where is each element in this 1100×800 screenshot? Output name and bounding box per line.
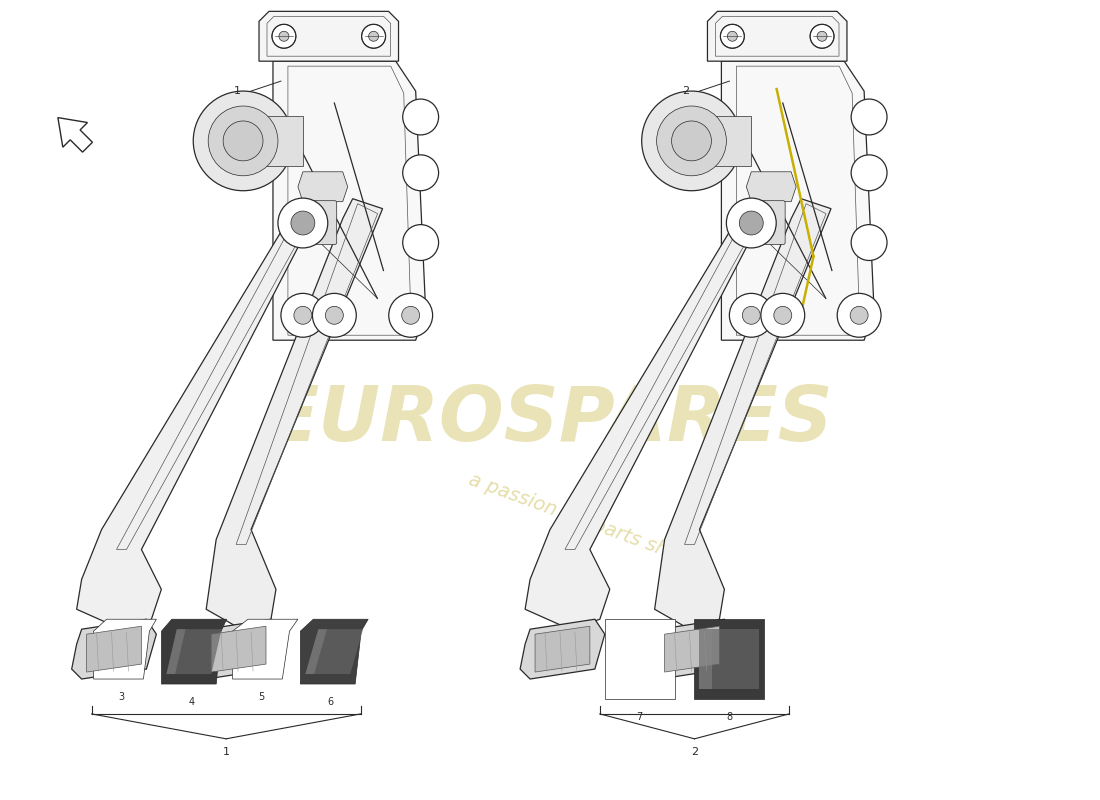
Circle shape [290, 211, 315, 235]
Polygon shape [306, 630, 327, 674]
Circle shape [362, 24, 386, 48]
Polygon shape [700, 630, 712, 689]
Circle shape [368, 31, 378, 42]
Circle shape [208, 106, 278, 176]
Circle shape [850, 306, 868, 324]
Text: 1: 1 [222, 746, 230, 757]
Text: 4: 4 [188, 697, 195, 707]
Circle shape [388, 294, 432, 338]
Polygon shape [694, 619, 764, 699]
Text: 5: 5 [257, 692, 264, 702]
Polygon shape [87, 626, 142, 672]
Polygon shape [746, 172, 796, 202]
Circle shape [403, 99, 439, 135]
Text: 7: 7 [637, 712, 642, 722]
Polygon shape [692, 116, 751, 166]
Circle shape [739, 211, 763, 235]
Circle shape [810, 24, 834, 48]
FancyBboxPatch shape [756, 201, 785, 245]
Polygon shape [94, 619, 156, 679]
Polygon shape [306, 630, 363, 674]
Polygon shape [605, 619, 674, 699]
Circle shape [403, 225, 439, 261]
Circle shape [851, 99, 887, 135]
Circle shape [773, 306, 792, 324]
Polygon shape [206, 198, 383, 630]
Circle shape [280, 294, 324, 338]
Polygon shape [300, 619, 368, 684]
Circle shape [223, 121, 263, 161]
Polygon shape [650, 619, 735, 679]
Text: 2: 2 [682, 86, 690, 96]
Polygon shape [232, 619, 298, 679]
Circle shape [761, 294, 805, 338]
Polygon shape [243, 116, 302, 166]
Polygon shape [77, 209, 312, 630]
Polygon shape [298, 172, 348, 202]
FancyBboxPatch shape [308, 201, 337, 245]
Text: 1: 1 [234, 86, 241, 96]
Polygon shape [58, 118, 92, 152]
Text: 8: 8 [726, 712, 733, 722]
Circle shape [726, 198, 777, 248]
Circle shape [727, 31, 737, 42]
Circle shape [279, 31, 289, 42]
Polygon shape [166, 630, 221, 674]
Circle shape [657, 106, 726, 176]
Polygon shape [166, 630, 186, 674]
Polygon shape [273, 61, 426, 340]
Circle shape [403, 155, 439, 190]
Circle shape [729, 294, 773, 338]
Circle shape [641, 91, 741, 190]
Polygon shape [162, 619, 227, 684]
Circle shape [312, 294, 356, 338]
Polygon shape [707, 11, 847, 61]
Circle shape [851, 155, 887, 190]
Polygon shape [525, 209, 761, 630]
Polygon shape [664, 626, 719, 672]
Text: 6: 6 [328, 697, 333, 707]
Polygon shape [211, 626, 266, 672]
Circle shape [326, 306, 343, 324]
Circle shape [194, 91, 293, 190]
Polygon shape [520, 619, 605, 679]
Circle shape [720, 24, 745, 48]
Circle shape [851, 225, 887, 261]
Circle shape [837, 294, 881, 338]
Circle shape [294, 306, 311, 324]
Text: EUROSPARES: EUROSPARES [266, 383, 834, 457]
Polygon shape [258, 11, 398, 61]
Circle shape [402, 306, 420, 324]
Text: 2: 2 [691, 746, 698, 757]
Polygon shape [654, 198, 830, 630]
Circle shape [278, 198, 328, 248]
Polygon shape [700, 630, 759, 689]
Polygon shape [722, 61, 874, 340]
Text: 3: 3 [119, 692, 124, 702]
Circle shape [742, 306, 760, 324]
Text: a passion for parts shop: a passion for parts shop [466, 470, 693, 569]
Circle shape [272, 24, 296, 48]
Polygon shape [196, 619, 280, 679]
Polygon shape [535, 626, 590, 672]
Circle shape [672, 121, 712, 161]
Circle shape [817, 31, 827, 42]
Polygon shape [72, 619, 156, 679]
